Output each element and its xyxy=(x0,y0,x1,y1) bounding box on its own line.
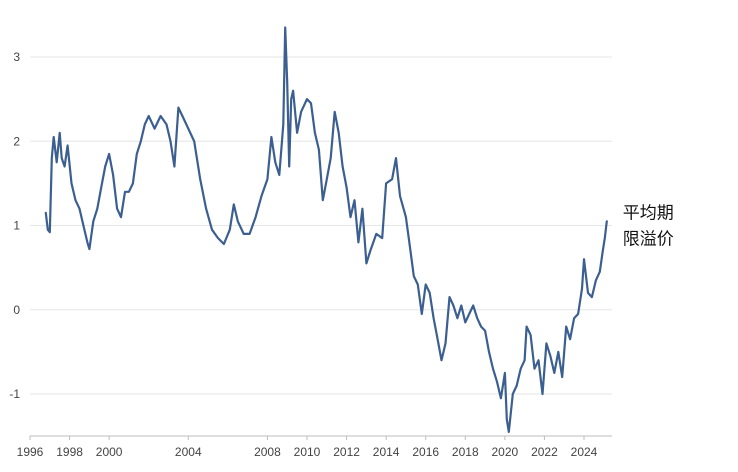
x-tick-label: 2024 xyxy=(571,445,598,459)
y-tick-label: 3 xyxy=(13,50,20,64)
x-tick-label: 2018 xyxy=(452,445,479,459)
series-lines xyxy=(44,26,608,433)
x-tick-labels: 1996 1998 2000 2004 2008 2010 2012 2014 2016 2018… xyxy=(17,445,598,459)
series-line-0 xyxy=(44,26,608,433)
x-tick-label: 1998 xyxy=(56,445,83,459)
axes xyxy=(29,435,612,440)
y-tick-labels: 3 2 1 0 -1 xyxy=(9,50,20,401)
grid-lines xyxy=(30,56,612,395)
x-tick-label: 2008 xyxy=(254,445,281,459)
x-tick-label: 2004 xyxy=(175,445,202,459)
x-tick-label: 2010 xyxy=(294,445,321,459)
x-tick-label: 2000 xyxy=(96,445,123,459)
x-tick-label: 2016 xyxy=(412,445,439,459)
y-tick-label: -1 xyxy=(9,387,20,401)
y-tick-label: 1 xyxy=(13,219,20,233)
x-tick-label: 1996 xyxy=(17,445,44,459)
series-label-line: 限溢价 xyxy=(623,229,674,249)
x-tick-label: 2012 xyxy=(333,445,360,459)
x-tick-label: 2022 xyxy=(531,445,558,459)
x-tick-label: 2020 xyxy=(492,445,519,459)
y-tick-label: 0 xyxy=(13,303,20,317)
x-tick-label: 2014 xyxy=(373,445,400,459)
series-label-line: 平均期 xyxy=(623,203,674,223)
y-tick-label: 2 xyxy=(13,134,20,148)
